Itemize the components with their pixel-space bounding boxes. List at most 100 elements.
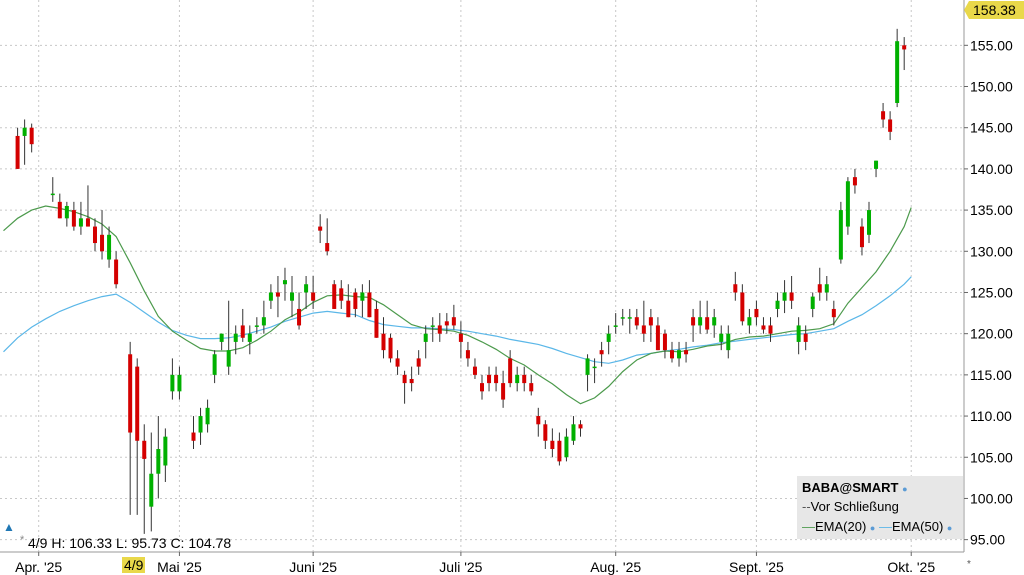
candle bbox=[444, 313, 449, 334]
candle-body bbox=[768, 325, 773, 334]
candle bbox=[564, 428, 569, 462]
candle bbox=[789, 276, 794, 309]
candle bbox=[536, 407, 541, 437]
legend-symbol-dot-icon[interactable]: ● bbox=[902, 484, 908, 494]
candle-body bbox=[677, 350, 682, 359]
ema50-line bbox=[3, 276, 912, 364]
candle bbox=[458, 321, 463, 359]
scale-toggle-icon[interactable]: ▲ bbox=[3, 520, 15, 534]
candle-body bbox=[304, 284, 309, 293]
candle-body bbox=[705, 317, 710, 330]
candle-body bbox=[719, 333, 724, 342]
candle-body bbox=[648, 317, 653, 326]
candle bbox=[451, 304, 456, 330]
candle-body bbox=[881, 111, 886, 120]
x-tick-label: Mai '25 bbox=[157, 559, 202, 575]
candle bbox=[648, 308, 653, 342]
candle-body bbox=[205, 407, 210, 425]
candle-body bbox=[571, 424, 576, 441]
legend-symbol-row: BABA@SMART ● bbox=[802, 480, 908, 495]
y-tick-label: 95.00 bbox=[970, 532, 1005, 548]
candle bbox=[585, 354, 590, 392]
candle bbox=[895, 28, 900, 108]
legend-ema50-dot-icon[interactable]: ● bbox=[946, 523, 953, 533]
candle-body bbox=[254, 325, 259, 327]
candle bbox=[85, 185, 90, 227]
candle bbox=[353, 288, 358, 318]
candle bbox=[297, 292, 302, 330]
candle-body bbox=[831, 308, 836, 318]
candle bbox=[226, 300, 231, 375]
candle bbox=[606, 325, 611, 355]
candle bbox=[620, 308, 625, 326]
candle-body bbox=[395, 358, 400, 367]
candle-body bbox=[747, 317, 752, 326]
candle-body bbox=[297, 308, 302, 326]
candle bbox=[796, 317, 801, 355]
candle-body bbox=[796, 325, 801, 342]
candle bbox=[50, 177, 55, 202]
candle-body bbox=[536, 416, 541, 425]
candle bbox=[282, 267, 287, 301]
candle bbox=[747, 308, 752, 334]
candle bbox=[290, 276, 295, 318]
legend-ema20-dot-icon[interactable]: ● bbox=[869, 523, 876, 533]
candle-body bbox=[367, 292, 372, 318]
candle bbox=[508, 350, 513, 388]
candle-body bbox=[888, 119, 893, 132]
candle bbox=[817, 267, 822, 301]
candle bbox=[254, 317, 259, 334]
candle bbox=[726, 325, 731, 359]
candle bbox=[543, 420, 548, 450]
candle-body bbox=[691, 317, 696, 326]
ema20-swatch-icon: — bbox=[802, 519, 815, 534]
candle bbox=[824, 276, 829, 301]
candle bbox=[494, 366, 499, 392]
candle bbox=[881, 102, 886, 128]
candle-body bbox=[824, 284, 829, 293]
candle bbox=[719, 325, 724, 351]
candle-body bbox=[817, 284, 822, 293]
candle-body bbox=[261, 317, 266, 326]
candle bbox=[613, 313, 618, 334]
candle bbox=[22, 119, 27, 165]
candle bbox=[240, 308, 245, 342]
candle-body bbox=[472, 366, 477, 375]
candle bbox=[219, 333, 224, 351]
legend-ema20-label: EMA(20) bbox=[815, 519, 867, 534]
y-axis-ticks: 95.00 100.00 105.00 110.00 115.00 120.00 125.0… bbox=[964, 37, 1013, 548]
candle bbox=[247, 325, 252, 355]
candle-body bbox=[388, 337, 393, 359]
candle bbox=[346, 284, 351, 318]
y-tick-label: 110.00 bbox=[970, 408, 1012, 424]
y-tick-label: 140.00 bbox=[970, 161, 1013, 177]
legend-close-row: --Vor Schließung bbox=[802, 499, 899, 514]
candle bbox=[191, 416, 196, 450]
candle bbox=[92, 218, 97, 252]
candle-body bbox=[71, 210, 76, 227]
candle-body bbox=[634, 317, 639, 326]
scroll-right-icon[interactable]: * bbox=[967, 559, 971, 570]
legend-close-label: Vor Schließung bbox=[810, 499, 899, 514]
candle-body bbox=[451, 317, 456, 326]
candle bbox=[627, 308, 632, 334]
selected-date-tab: 4/9 bbox=[122, 557, 146, 573]
candle bbox=[712, 308, 717, 338]
candle bbox=[163, 428, 168, 482]
candle bbox=[662, 329, 667, 359]
candle bbox=[775, 292, 780, 318]
candle bbox=[339, 280, 344, 309]
x-axis-ticks: Apr. '25 Mai '25 Juni '25 Juli '25 Aug. '25 S… bbox=[15, 552, 935, 575]
candle-body bbox=[85, 218, 90, 227]
candle-body bbox=[268, 292, 273, 301]
candle bbox=[845, 177, 850, 235]
candle bbox=[515, 366, 520, 392]
candle bbox=[437, 313, 442, 342]
candle bbox=[698, 300, 703, 334]
asterisk-icon: * bbox=[20, 534, 25, 546]
candle-body bbox=[845, 181, 850, 227]
candle bbox=[212, 350, 217, 384]
candle-body bbox=[557, 440, 562, 462]
candle-body bbox=[641, 325, 646, 334]
